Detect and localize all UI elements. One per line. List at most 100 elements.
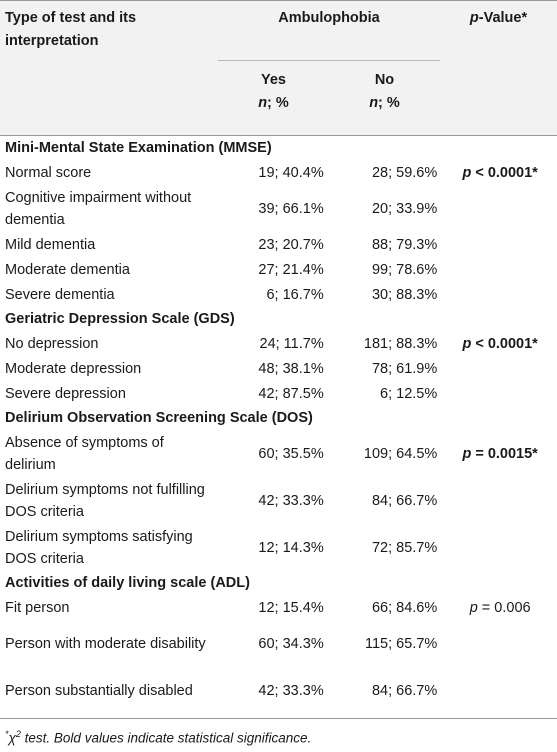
table-row: Fit person 12; 15.4% 66; 84.6% p = 0.006	[0, 595, 557, 620]
table-rows: Mini-Mental State Examination (MMSE) Norm…	[0, 136, 557, 714]
footnote-sup: 2	[15, 729, 21, 739]
row-yes-value: 27; 21.4%	[258, 261, 324, 278]
table-row: Cognitive impairment without dementia 39;…	[0, 185, 557, 232]
row-no-value: 66; 84.6%	[371, 599, 438, 616]
row-p-value	[443, 232, 557, 257]
row-p-value	[443, 620, 557, 667]
row-label: Severe depression	[5, 385, 126, 402]
row-label: Fit person	[5, 599, 70, 616]
row-yes-value: 6; 16.7%	[266, 286, 324, 303]
row-yes-value: 24; 11.7%	[259, 335, 324, 352]
table-row: Person with moderate disability 60; 34.3%…	[0, 620, 557, 667]
header-no-n: n	[369, 95, 379, 111]
row-label: Person substantially disabled	[5, 682, 193, 699]
row-no-value: 84; 66.7%	[371, 492, 438, 509]
row-label: Moderate dementia	[5, 261, 130, 278]
table-row: Moderate dementia 27; 21.4% 99; 78.6%	[0, 257, 557, 282]
table-row: Absence of symptoms of delirium 60; 35.5%…	[0, 430, 557, 477]
footnote-chi: χ	[8, 730, 16, 746]
table-row: Severe depression 42; 87.5% 6; 12.5%	[0, 381, 557, 406]
row-p-value	[443, 185, 557, 232]
section-header: Delirium Observation Screening Scale (DO…	[0, 406, 557, 430]
header-band	[0, 0, 557, 135]
row-p-value: p = 0.006	[469, 599, 531, 616]
row-label: Cognitive impairment without dementia	[5, 189, 192, 228]
header-ambulophobia: Ambulophobia	[278, 10, 380, 26]
row-p-value	[443, 381, 557, 406]
header-yes-unit: n; %	[218, 92, 329, 115]
header-no-unit: n; %	[329, 92, 440, 115]
header-bottom-rule	[0, 135, 557, 136]
row-yes-value: 42; 87.5%	[258, 385, 324, 402]
header-yes: Yes n; %	[218, 69, 329, 115]
section-title: Activities of daily living scale (ADL)	[5, 575, 250, 591]
row-yes-value: 12; 15.4%	[258, 599, 324, 616]
row-yes-value: 60; 35.5%	[258, 445, 324, 462]
row-no-value: 20; 33.9%	[371, 200, 438, 217]
bottom-rule	[0, 718, 557, 719]
table-row: Mild dementia 23; 20.7% 88; 79.3%	[0, 232, 557, 257]
section-title: Geriatric Depression Scale (GDS)	[5, 311, 235, 327]
section-header: Geriatric Depression Scale (GDS)	[0, 307, 557, 331]
row-yes-value: 48; 38.1%	[258, 360, 324, 377]
row-yes-value: 39; 66.1%	[258, 200, 324, 217]
header-p-value: p-Value*	[440, 7, 557, 30]
row-label: Absence of symptoms of delirium	[5, 434, 164, 473]
row-no-value: 84; 66.7%	[371, 682, 438, 699]
row-p-value	[443, 477, 557, 524]
header-yes-n: n	[258, 95, 268, 111]
row-p-value	[443, 524, 557, 571]
ambulophobia-underline	[218, 60, 440, 61]
row-label: No depression	[5, 335, 99, 352]
header-p-italic: p	[469, 10, 479, 26]
row-p-value: p = 0.0015*	[462, 445, 538, 462]
table-row: Moderate depression 48; 38.1% 78; 61.9%	[0, 356, 557, 381]
row-no-value: 78; 61.9%	[371, 360, 438, 377]
row-yes-value: 23; 20.7%	[258, 236, 324, 253]
section-title: Mini-Mental State Examination (MMSE)	[5, 140, 272, 156]
row-label: Delirium symptoms not fulfilling DOS cri…	[5, 481, 205, 520]
table-row: Person substantially disabled 42; 33.3% 84…	[0, 667, 557, 714]
row-yes-value: 42; 33.3%	[258, 682, 324, 699]
row-no-value: 99; 78.6%	[371, 261, 438, 278]
table-row: Normal score 19; 40.4% 28; 59.6% p < 0.0001…	[0, 160, 557, 185]
row-no-value: 6; 12.5%	[380, 385, 438, 402]
header-yes-label: Yes	[261, 72, 286, 88]
row-p-value	[443, 257, 557, 282]
row-p-value	[443, 356, 557, 381]
row-label: Delirium symptoms satisfying DOS criteri…	[5, 528, 193, 567]
section-header: Activities of daily living scale (ADL)	[0, 571, 557, 595]
table-body: Mini-Mental State Examination (MMSE) Norm…	[0, 136, 557, 714]
row-label: Person with moderate disability	[5, 635, 206, 652]
row-yes-value: 19; 40.4%	[258, 164, 324, 181]
header-type-of-test: Type of test and its interpretation	[5, 10, 137, 49]
row-no-value: 88; 79.3%	[371, 236, 438, 253]
row-no-value: 109; 64.5%	[363, 445, 438, 462]
row-p-value: p < 0.0001*	[462, 164, 538, 181]
row-no-value: 30; 88.3%	[371, 286, 438, 303]
row-no-value: 28; 59.6%	[371, 164, 438, 181]
table-row: No depression 24; 11.7% 181; 88.3% p < 0.00…	[0, 331, 557, 356]
section-title: Delirium Observation Screening Scale (DO…	[5, 410, 313, 426]
footnote-star: *	[5, 729, 9, 739]
row-yes-value: 42; 33.3%	[258, 492, 324, 509]
header-no: No n; %	[329, 69, 440, 115]
row-p-value: p < 0.0001*	[462, 335, 538, 352]
top-rule	[0, 0, 557, 1]
row-label: Moderate depression	[5, 360, 142, 377]
section-header: Mini-Mental State Examination (MMSE)	[0, 136, 557, 160]
header-no-label: No	[374, 72, 395, 88]
table-row: Delirium symptoms satisfying DOS criteri…	[0, 524, 557, 571]
row-p-value	[443, 282, 557, 307]
table-row: Severe dementia 6; 16.7% 30; 88.3%	[0, 282, 557, 307]
row-yes-value: 60; 34.3%	[258, 635, 324, 652]
row-no-value: 115; 65.7%	[364, 635, 438, 652]
header-p-rest: -Value*	[478, 10, 528, 26]
row-label: Severe dementia	[5, 286, 115, 303]
row-yes-value: 12; 14.3%	[258, 539, 324, 556]
header-no-pct: ; %	[378, 95, 400, 111]
footnote: *χ2 test. Bold values indicate statistic…	[5, 729, 311, 746]
row-label: Mild dementia	[5, 236, 96, 253]
footnote-text: test. Bold values indicate statistical s…	[20, 730, 312, 746]
